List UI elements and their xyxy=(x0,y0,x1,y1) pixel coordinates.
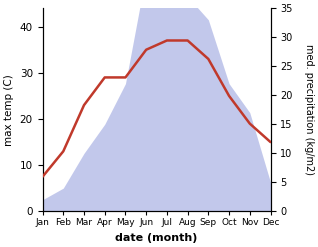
X-axis label: date (month): date (month) xyxy=(115,233,198,243)
Y-axis label: max temp (C): max temp (C) xyxy=(4,74,14,146)
Y-axis label: med. precipitation (kg/m2): med. precipitation (kg/m2) xyxy=(304,44,314,175)
